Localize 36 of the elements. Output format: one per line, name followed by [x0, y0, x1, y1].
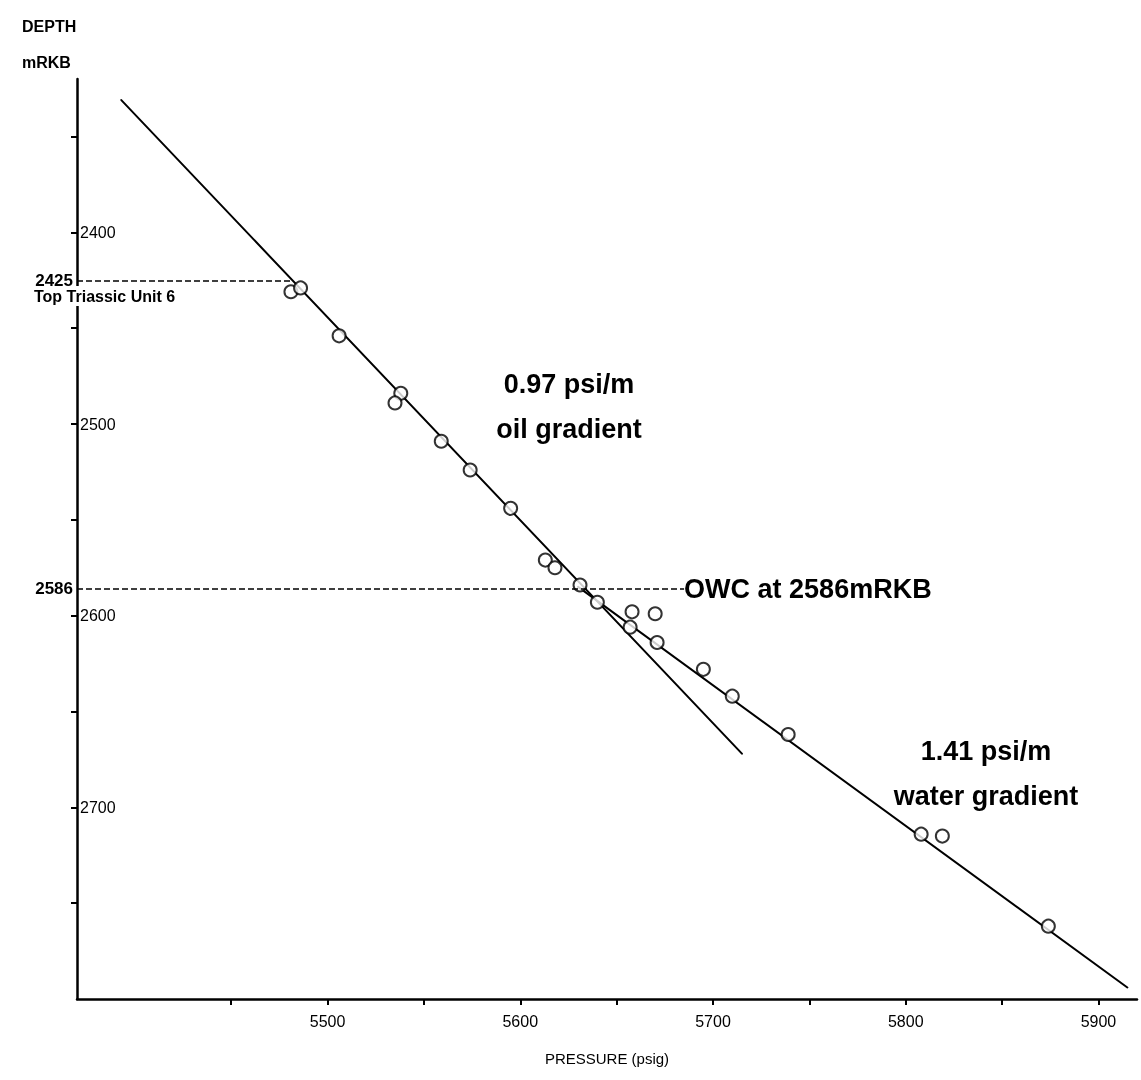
point: [589, 594, 605, 610]
point: [647, 606, 663, 622]
point: [724, 688, 740, 704]
point: [293, 280, 309, 296]
x-tick-label: 5900: [1080, 1012, 1117, 1030]
y-tick-label: 2500: [80, 415, 116, 433]
annotation: Top Triassic Unit 6: [34, 287, 176, 305]
x-tick-label: 5600: [502, 1012, 539, 1030]
x-axis-title: PRESSURE (psig): [544, 1050, 670, 1067]
point: [331, 328, 347, 344]
ref-line-label: 2425: [35, 270, 73, 290]
point: [649, 635, 665, 650]
y-axis-title: DEPTH mRKB: [22, 17, 77, 71]
annotation: 1.41 psi/m water gradient: [892, 735, 1079, 811]
point: [537, 552, 553, 568]
point: [387, 395, 403, 411]
y-tick-label: 2400: [80, 223, 116, 241]
annotation: 0.97 psi/m oil gradient: [496, 368, 642, 444]
ref-line-label: 2586: [35, 579, 73, 599]
point: [780, 727, 796, 742]
y-tick-label: 2700: [80, 798, 116, 816]
point: [934, 828, 950, 844]
x-tick-label: 5700: [695, 1012, 731, 1030]
point: [462, 462, 478, 478]
x-tick-label: 5800: [887, 1012, 924, 1030]
point: [695, 661, 711, 677]
point: [433, 433, 449, 449]
point: [1040, 918, 1056, 934]
annotation: OWC at 2586mRKB: [684, 573, 932, 604]
x-tick-label: 5500: [309, 1012, 346, 1030]
point: [503, 500, 519, 516]
point: [913, 826, 929, 842]
point: [622, 619, 638, 635]
point: [547, 560, 563, 576]
y-tick-label: 2600: [80, 607, 116, 625]
point: [624, 604, 640, 620]
